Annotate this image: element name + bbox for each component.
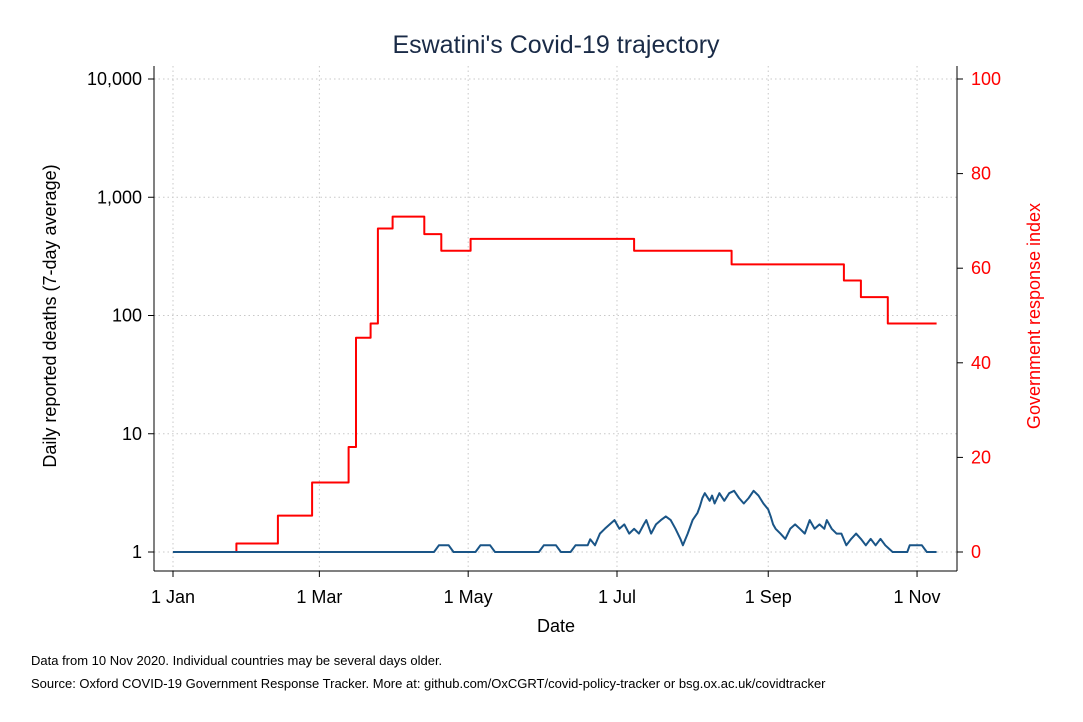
chart-title: Eswatini's Covid-19 trajectory: [392, 31, 720, 59]
y-left-tick-label: 1,000: [97, 187, 142, 207]
x-tick-label: 1 Jan: [151, 587, 195, 607]
series-line-response-index: [173, 215, 937, 553]
chart: 1 10 100 1,000 10,000 0 20 40 60 80 100 1 Jan 1 Mar 1…: [40, 31, 1044, 636]
x-tick-label: 1 Jul: [598, 587, 636, 607]
x-tick-label: 1 May: [444, 587, 493, 607]
chart-svg: 1 10 100 1,000 10,000 0 20 40 60 80 100 1 Jan 1 Mar 1…: [40, 31, 1044, 636]
y-right-tick-label: 0: [971, 542, 981, 562]
y-right-tick-label: 80: [971, 164, 991, 184]
x-axis-label: Date: [537, 616, 575, 636]
footnote-data-date: Data from 10 Nov 2020. Individual countr…: [31, 653, 443, 668]
series-line-daily-deaths: [173, 489, 937, 553]
footnote-source: Source: Oxford COVID-19 Government Respo…: [31, 676, 826, 691]
y-right-tick-label: 20: [971, 447, 991, 467]
y-right-tick-label: 60: [971, 258, 991, 278]
series-layer: [173, 215, 937, 553]
grid-layer: [154, 66, 957, 571]
y-left-tick-label: 100: [112, 306, 142, 326]
x-tick-label: 1 Mar: [296, 587, 342, 607]
y-axis-label-right: Government response index: [1024, 203, 1044, 429]
y-right-tick-label: 100: [971, 69, 1001, 89]
y-left-tick-label: 10,000: [87, 69, 142, 89]
axes-layer: 1 10 100 1,000 10,000 0 20 40 60 80 100 1 Jan 1 Mar 1…: [87, 66, 1001, 607]
y-left-tick-label: 10: [122, 424, 142, 444]
x-tick-label: 1 Nov: [894, 587, 941, 607]
y-right-tick-label: 40: [971, 353, 991, 373]
x-tick-label: 1 Sep: [745, 587, 792, 607]
y-left-tick-label: 1: [132, 542, 142, 562]
y-axis-label-left: Daily reported deaths (7-day average): [40, 164, 60, 467]
